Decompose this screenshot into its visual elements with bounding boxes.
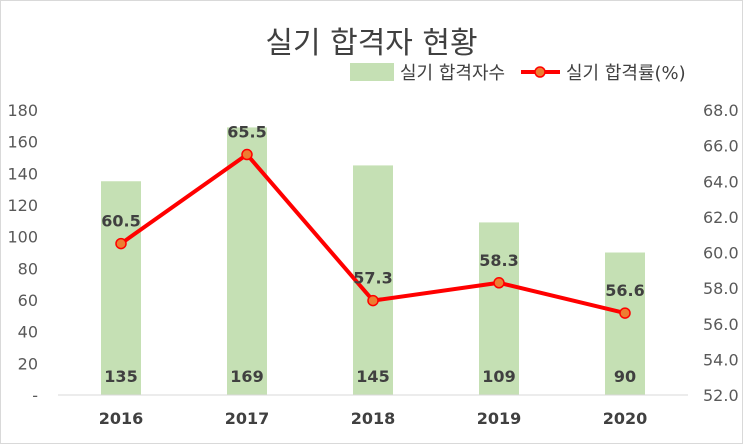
- line-point: [619, 307, 631, 319]
- category-label: 2017: [225, 409, 270, 428]
- legend-line-marker: [534, 66, 546, 78]
- left-tick-label: 80: [18, 259, 38, 278]
- right-tick-label: 52.0: [703, 386, 739, 405]
- right-tick-label: 56.0: [703, 315, 739, 334]
- line-value-label: 65.5: [227, 123, 266, 142]
- left-tick-label: 140: [7, 164, 38, 183]
- chart-title: 실기 합격자 현황: [265, 26, 478, 61]
- right-tick-label: 64.0: [703, 172, 739, 191]
- bar-value-label: 90: [614, 367, 636, 386]
- left-tick-label: 120: [7, 196, 38, 215]
- line-value-label: 57.3: [353, 269, 392, 288]
- left-axis-ticks: - 20 40 60 80 100 120 140 160 180: [7, 101, 38, 405]
- line-point: [115, 237, 127, 250]
- line-point: [241, 148, 253, 161]
- category-label: 2018: [351, 409, 396, 428]
- line-point: [493, 277, 505, 289]
- bar-value-label: 169: [230, 367, 263, 386]
- left-tick-label: 40: [18, 323, 38, 342]
- line-data-labels: 60.5 65.5 57.3 58.3 56.6: [101, 123, 644, 301]
- bar-value-label: 145: [356, 367, 389, 386]
- category-label: 2016: [99, 409, 144, 428]
- bar: [101, 181, 141, 395]
- bar-data-labels: 135 169 145 109 90: [104, 367, 636, 386]
- right-tick-label: 58.0: [703, 279, 739, 298]
- category-label: 2020: [603, 409, 648, 428]
- bar: [353, 165, 393, 395]
- line-value-label: 60.5: [101, 212, 140, 231]
- category-label: 2019: [477, 409, 522, 428]
- right-tick-label: 66.0: [703, 137, 739, 156]
- bar: [479, 222, 519, 395]
- left-tick-label: 160: [7, 133, 38, 152]
- x-axis-ticks: 2016 2017 2018 2019 2020: [99, 409, 648, 428]
- bar: [227, 127, 267, 396]
- left-tick-label: 60: [18, 291, 38, 310]
- right-tick-label: 60.0: [703, 244, 739, 263]
- left-tick-label: 180: [7, 101, 38, 120]
- legend-bar-label: 실기 합격자수: [400, 63, 505, 84]
- left-tick-label: -: [32, 386, 38, 405]
- bar-value-label: 109: [482, 367, 515, 386]
- left-tick-label: 20: [18, 354, 38, 373]
- legend-line-label: 실기 합격률(%): [566, 63, 686, 84]
- legend: 실기 합격자수 실기 합격률(%): [350, 63, 686, 84]
- line-point: [367, 294, 379, 307]
- line-series: [115, 148, 631, 319]
- line-value-label: 58.3: [479, 251, 518, 270]
- bar: [605, 252, 645, 395]
- right-tick-label: 62.0: [703, 208, 739, 227]
- bar-series: [101, 127, 645, 396]
- right-axis-ticks: 52.0 54.0 56.0 58.0 60.0 62.0 64.0 66.0 68.0: [703, 101, 739, 405]
- legend-bar-swatch: [350, 63, 394, 81]
- bar-value-label: 135: [104, 367, 137, 386]
- left-tick-label: 100: [7, 228, 38, 247]
- right-tick-label: 54.0: [703, 350, 739, 369]
- line-value-label: 56.6: [605, 281, 644, 300]
- right-tick-label: 68.0: [703, 101, 739, 120]
